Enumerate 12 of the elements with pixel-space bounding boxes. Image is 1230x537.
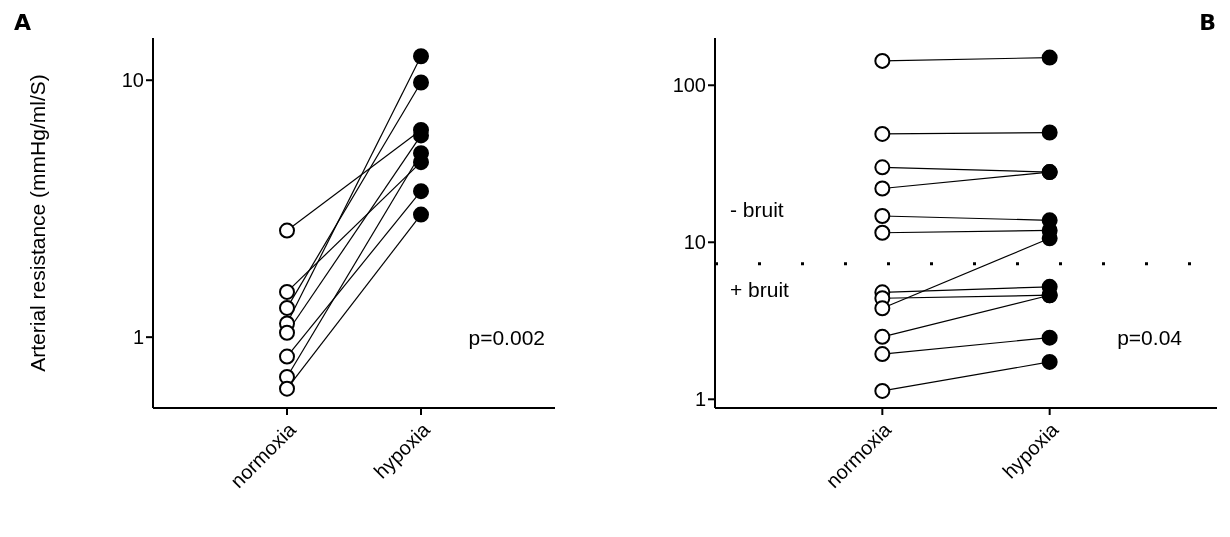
annotation: p=0.002 [468, 326, 545, 350]
y-tick-label: 1 [694, 388, 706, 411]
y-axis-title: Arterial resistance (mmHg/ml/S) [26, 74, 50, 372]
y-tick-label: 1 [132, 326, 144, 349]
annotation: - bruit [730, 198, 784, 222]
chart-title: B [1199, 10, 1216, 35]
y-tick-label: 100 [672, 74, 706, 97]
chart-title: A [14, 10, 32, 35]
annotation: + bruit [730, 278, 789, 302]
y-tick-label: 10 [683, 231, 706, 254]
y-tick-label: 10 [121, 69, 144, 92]
annotation: p=0.04 [1117, 326, 1182, 350]
